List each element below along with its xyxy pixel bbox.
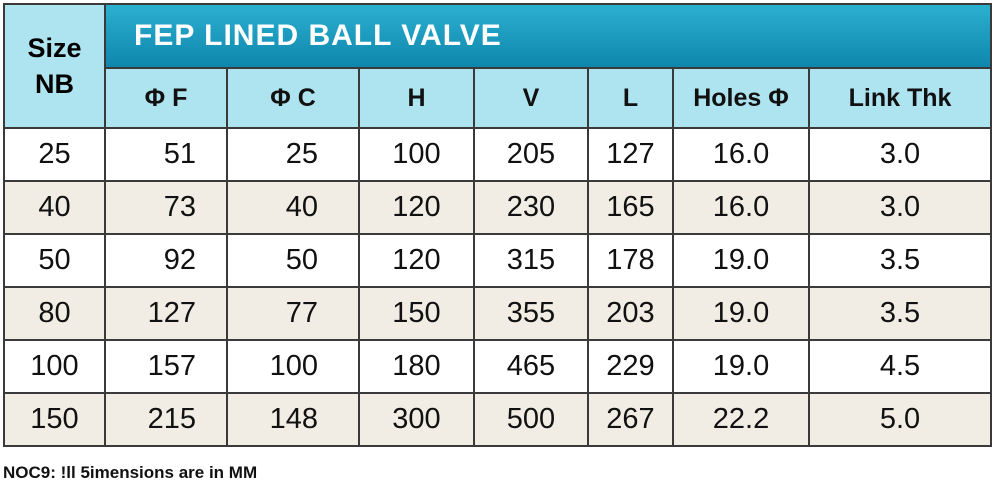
column-header: L: [587, 67, 674, 129]
table-cell: 229: [587, 339, 674, 394]
table-cell: 40: [3, 180, 106, 235]
table-cell: 120: [358, 180, 475, 235]
table-cell: 92: [104, 233, 228, 288]
table-cell: 51: [104, 127, 228, 182]
table-cell: 50: [226, 233, 360, 288]
table-cell: 4.5: [807, 339, 993, 394]
table-cell: 127: [104, 286, 228, 341]
table-row: 80 127 77 150 355 203 19.0 3.5: [3, 286, 993, 341]
table-cell: 3.5: [807, 233, 993, 288]
table-cell: 25: [3, 127, 106, 182]
table-cell: 230: [473, 180, 589, 235]
size-header-line: NB: [35, 69, 74, 99]
table-cell: 77: [226, 286, 360, 341]
table-cell: 19.0: [672, 286, 810, 341]
table-row: 25 51 25 100 205 127 16.0 3.0: [3, 127, 993, 182]
note: NOC9: !ll 5imensions are in MM: [3, 463, 258, 482]
table-cell: 180: [358, 339, 475, 394]
table-cell: 100: [358, 127, 475, 182]
table-cell: 3.0: [807, 127, 993, 182]
size-header-line: Size: [27, 33, 82, 63]
table-cell: 315: [473, 233, 589, 288]
column-header: Link Thk: [807, 67, 993, 129]
table-cell: 355: [473, 286, 589, 341]
table-cell: 127: [587, 127, 674, 182]
table-cell: 215: [104, 392, 228, 447]
column-header: Holes Φ: [672, 67, 810, 129]
table-cell: 73: [104, 180, 228, 235]
column-header: Φ F: [104, 67, 228, 129]
table-row: 100 157 100 180 465 229 19.0 4.5: [3, 339, 993, 394]
table-cell: 100: [3, 339, 106, 394]
size-header: Size NB: [3, 3, 106, 129]
table-cell: 205: [473, 127, 589, 182]
table-cell: 50: [3, 233, 106, 288]
table-cell: 267: [587, 392, 674, 447]
table-cell: 80: [3, 286, 106, 341]
title-row: Size NB FEP LINED BALL VALVE: [3, 3, 993, 129]
table-cell: 16.0: [672, 180, 810, 235]
table-row: 50 92 50 120 315 178 19.0 3.5: [3, 233, 993, 288]
table-row: 40 73 40 120 230 165 16.0 3.0: [3, 180, 993, 235]
table-row: 150 215 148 300 500 267 22.2 5.0: [3, 392, 993, 447]
table-cell: 150: [3, 392, 106, 447]
table-cell: 165: [587, 180, 674, 235]
table-cell: 22.2: [672, 392, 810, 447]
table-cell: 16.0: [672, 127, 810, 182]
table-cell: 500: [473, 392, 589, 447]
column-header: V: [473, 67, 589, 129]
table-cell: 19.0: [672, 339, 810, 394]
table-cell: 203: [587, 286, 674, 341]
table-cell: 3.5: [807, 286, 993, 341]
table-cell: 120: [358, 233, 475, 288]
table-cell: 300: [358, 392, 475, 447]
table-cell: 157: [104, 339, 228, 394]
table-cell: 25: [226, 127, 360, 182]
table-cell: 19.0: [672, 233, 810, 288]
table-cell: 3.0: [807, 180, 993, 235]
column-header: H: [358, 67, 475, 129]
table-cell: 100: [226, 339, 360, 394]
table-cell: 465: [473, 339, 589, 394]
column-header: Φ C: [226, 67, 360, 129]
table-cell: 40: [226, 180, 360, 235]
table-cell: 178: [587, 233, 674, 288]
table-cell: 150: [358, 286, 475, 341]
table-title: FEP LINED BALL VALVE: [103, 3, 993, 69]
table-cell: 148: [226, 392, 360, 447]
table-body: 25 51 25 100 205 127 16.0 3.0 40 73 40 120 230 165 16.…: [3, 127, 993, 447]
table-cell: 5.0: [807, 392, 993, 447]
